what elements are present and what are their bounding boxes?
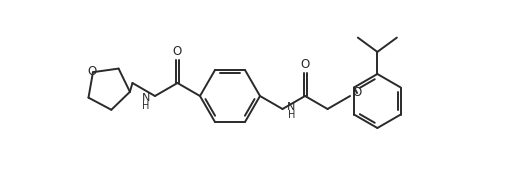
Text: O: O — [173, 45, 182, 58]
Text: H: H — [288, 110, 295, 120]
Text: H: H — [142, 101, 150, 111]
Text: N: N — [142, 93, 150, 103]
Text: N: N — [288, 102, 296, 112]
Text: O: O — [301, 58, 309, 71]
Text: O: O — [87, 65, 97, 78]
Text: O: O — [353, 87, 362, 99]
